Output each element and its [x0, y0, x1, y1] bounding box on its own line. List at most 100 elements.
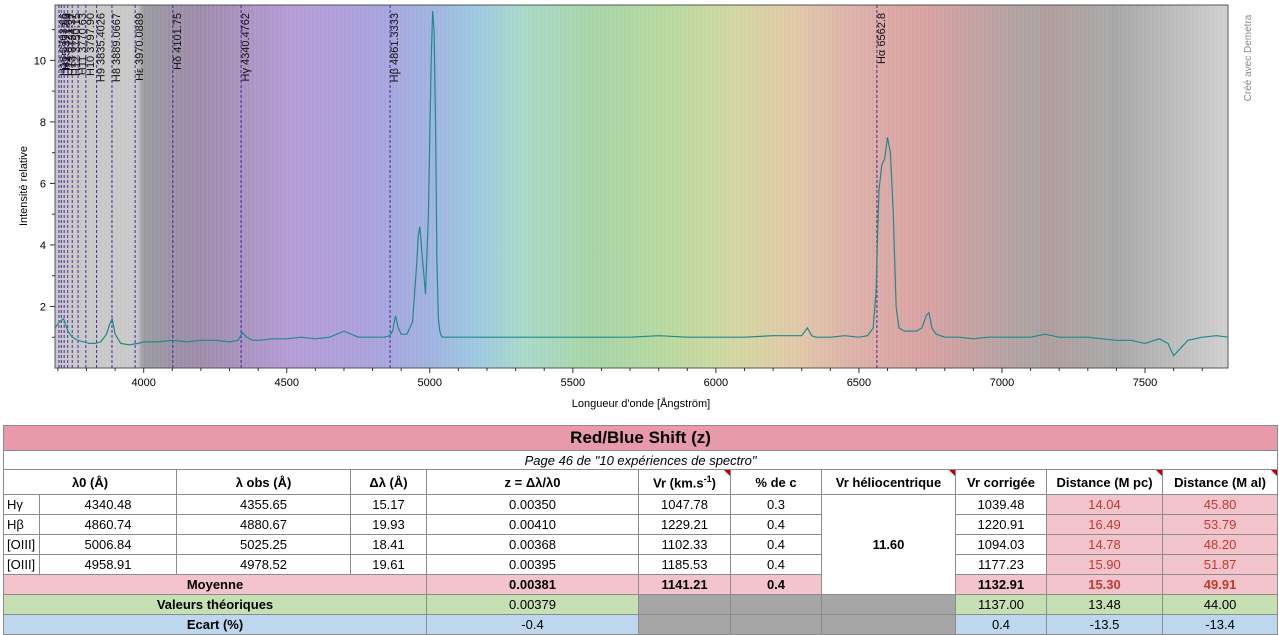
x-tick-label: 6500 — [847, 377, 871, 389]
spectrum-series — [54, 11, 1229, 357]
row-dl: 15.17 — [350, 494, 427, 515]
ecart-vr-empty — [638, 614, 731, 635]
row-dmpc: 14.78 — [1046, 534, 1163, 555]
row-vrc: 1220.91 — [955, 514, 1047, 535]
reference-line-label: H11 3770.63 — [77, 13, 89, 75]
ecart-vrc: 0.4 — [955, 614, 1047, 635]
row-l0: 5006.84 — [39, 534, 177, 555]
reference-line-label: H13 3734.37 — [67, 13, 79, 76]
moyenne-z: 0.00381 — [426, 574, 639, 595]
reference-line-label: Hδ 4101.75 — [172, 13, 184, 70]
row-z: 0.00350 — [426, 494, 639, 515]
header-dmal: Distance (M al) — [1161, 469, 1279, 495]
header-pc: % de c — [730, 469, 822, 495]
vr-helio-value: 11.60 — [821, 494, 956, 595]
row-dmpc: 14.04 — [1046, 494, 1163, 515]
x-tick-label: 5000 — [418, 377, 442, 389]
redshift-table: Red/Blue Shift (z) Page 46 de "10 expéri… — [2, 425, 1279, 635]
moyenne-vrc: 1132.91 — [955, 574, 1047, 595]
row-dl: 19.93 — [350, 514, 427, 535]
row-vrc: 1039.48 — [955, 494, 1047, 515]
header-lobs: λ obs (Å) — [176, 469, 351, 495]
theo-vrc: 1137.00 — [955, 594, 1047, 615]
row-dmpc: 15.90 — [1046, 554, 1163, 575]
x-tick-label: 6000 — [704, 377, 728, 389]
row-l0: 4340.48 — [39, 494, 177, 515]
table-row: Hβ 4860.74 4880.67 19.93 0.00410 1229.21… — [3, 514, 1279, 535]
x-axis-label: Longueur d'onde [Ångström] — [572, 397, 710, 410]
header-vrh: Vr héliocentrique — [821, 469, 956, 495]
row-lobs: 4355.65 — [176, 494, 351, 515]
y-tick-label: 6 — [40, 178, 46, 190]
row-l0: 4958.91 — [39, 554, 177, 575]
ecart-vrh-empty — [821, 614, 956, 635]
row-name: Hβ — [3, 514, 40, 535]
row-dmal: 53.79 — [1161, 514, 1279, 535]
reference-line-label: Hε 3970.0889 — [134, 13, 146, 81]
header-vr-close: ) — [711, 475, 716, 491]
row-dmpc: 16.49 — [1046, 514, 1163, 535]
row-name: Hγ — [3, 494, 40, 515]
plot-frame — [54, 4, 1229, 369]
row-dmal: 51.87 — [1161, 554, 1279, 575]
row-vr: 1047.78 — [638, 494, 731, 515]
spectrum-background — [55, 5, 1228, 368]
table-row: [OIII] 4958.91 4978.52 19.61 0.00395 118… — [3, 554, 1279, 575]
theo-dmpc: 13.48 — [1046, 594, 1163, 615]
plot-area — [54, 4, 1229, 369]
ecart-pc-empty — [730, 614, 822, 635]
spectrum-chart: 4000 4500 5000 5500 6000 6500 7000 7500 2 4 6 8 10 H… — [18, 4, 1254, 410]
row-pc: 0.3 — [730, 494, 822, 515]
row-l0: 4860.74 — [39, 514, 177, 535]
redshift-table-container: Red/Blue Shift (z) Page 46 de "10 expéri… — [2, 425, 1279, 635]
moyenne-label: Moyenne — [3, 574, 427, 595]
theo-pc-empty — [730, 594, 822, 615]
row-name: [OIII] — [3, 534, 40, 555]
theo-label: Valeurs théoriques — [3, 594, 427, 615]
x-tick-label: 7000 — [990, 377, 1014, 389]
row-pc: 0.4 — [730, 534, 822, 555]
row-lobs: 5025.25 — [176, 534, 351, 555]
reference-line-label: H12 3750.15 — [71, 13, 83, 76]
header-vrc: Vr corrigée — [955, 469, 1047, 495]
ecart-label: Ecart (%) — [3, 614, 427, 635]
row-lobs: 4880.67 — [176, 514, 351, 535]
header-row: λ0 (Å) λ obs (Å) Δλ (Å) z = Δλ/λ0 Vr (km… — [3, 469, 1279, 495]
row-z: 0.00410 — [426, 514, 639, 535]
reference-line-label: H10 3797.90 — [85, 13, 97, 76]
y-axis-label: Intensité relative — [18, 146, 30, 226]
reference-line-label: Hβ 4861.3333 — [389, 13, 401, 82]
y-tick-label: 8 — [40, 117, 46, 129]
table-row: [OIII] 5006.84 5025.25 18.41 0.00368 110… — [3, 534, 1279, 555]
reference-line-label: Hγ 4340.4762 — [240, 13, 252, 82]
row-z: 0.00368 — [426, 534, 639, 555]
row-dl: 19.61 — [350, 554, 427, 575]
table-row: Hγ 4340.48 4355.65 15.17 0.00350 1047.78… — [3, 494, 1279, 595]
x-tick-label: 5500 — [561, 377, 585, 389]
table-subtitle: Page 46 de "10 expériences de spectro" — [2, 450, 1279, 470]
watermark: Créé avec Demetra — [1243, 14, 1254, 101]
moyenne-vr: 1141.21 — [638, 574, 731, 595]
header-vr: Vr (km.s-1) — [638, 469, 731, 495]
row-dl: 18.41 — [350, 534, 427, 555]
row-pc: 0.4 — [730, 514, 822, 535]
y-tick-label: 2 — [40, 301, 46, 313]
moyenne-dmal: 49.91 — [1161, 574, 1279, 595]
row-pc: 0.4 — [730, 554, 822, 575]
row-z: 0.00395 — [426, 554, 639, 575]
theo-z: 0.00379 — [426, 594, 639, 615]
theo-row: Valeurs théoriques 0.00379 1137.00 13.48… — [3, 594, 1279, 615]
x-tick-label: 4500 — [274, 377, 298, 389]
row-vr: 1229.21 — [638, 514, 731, 535]
row-vrc: 1177.23 — [955, 554, 1047, 575]
moyenne-row: Moyenne 0.00381 1141.21 0.4 1132.91 15.3… — [3, 574, 1279, 595]
spectrum-line — [54, 11, 1229, 357]
reference-line-label: H8 3889.0667 — [111, 13, 123, 82]
ecart-dmpc: -13.5 — [1046, 614, 1163, 635]
table-title: Red/Blue Shift (z) — [2, 425, 1279, 451]
x-tick-label: 4000 — [131, 377, 155, 389]
header-dmpc: Distance (M pc) — [1046, 469, 1163, 495]
y-tick-label: 10 — [34, 55, 46, 67]
row-dmal: 45.80 — [1161, 494, 1279, 515]
theo-vr-empty — [638, 594, 731, 615]
